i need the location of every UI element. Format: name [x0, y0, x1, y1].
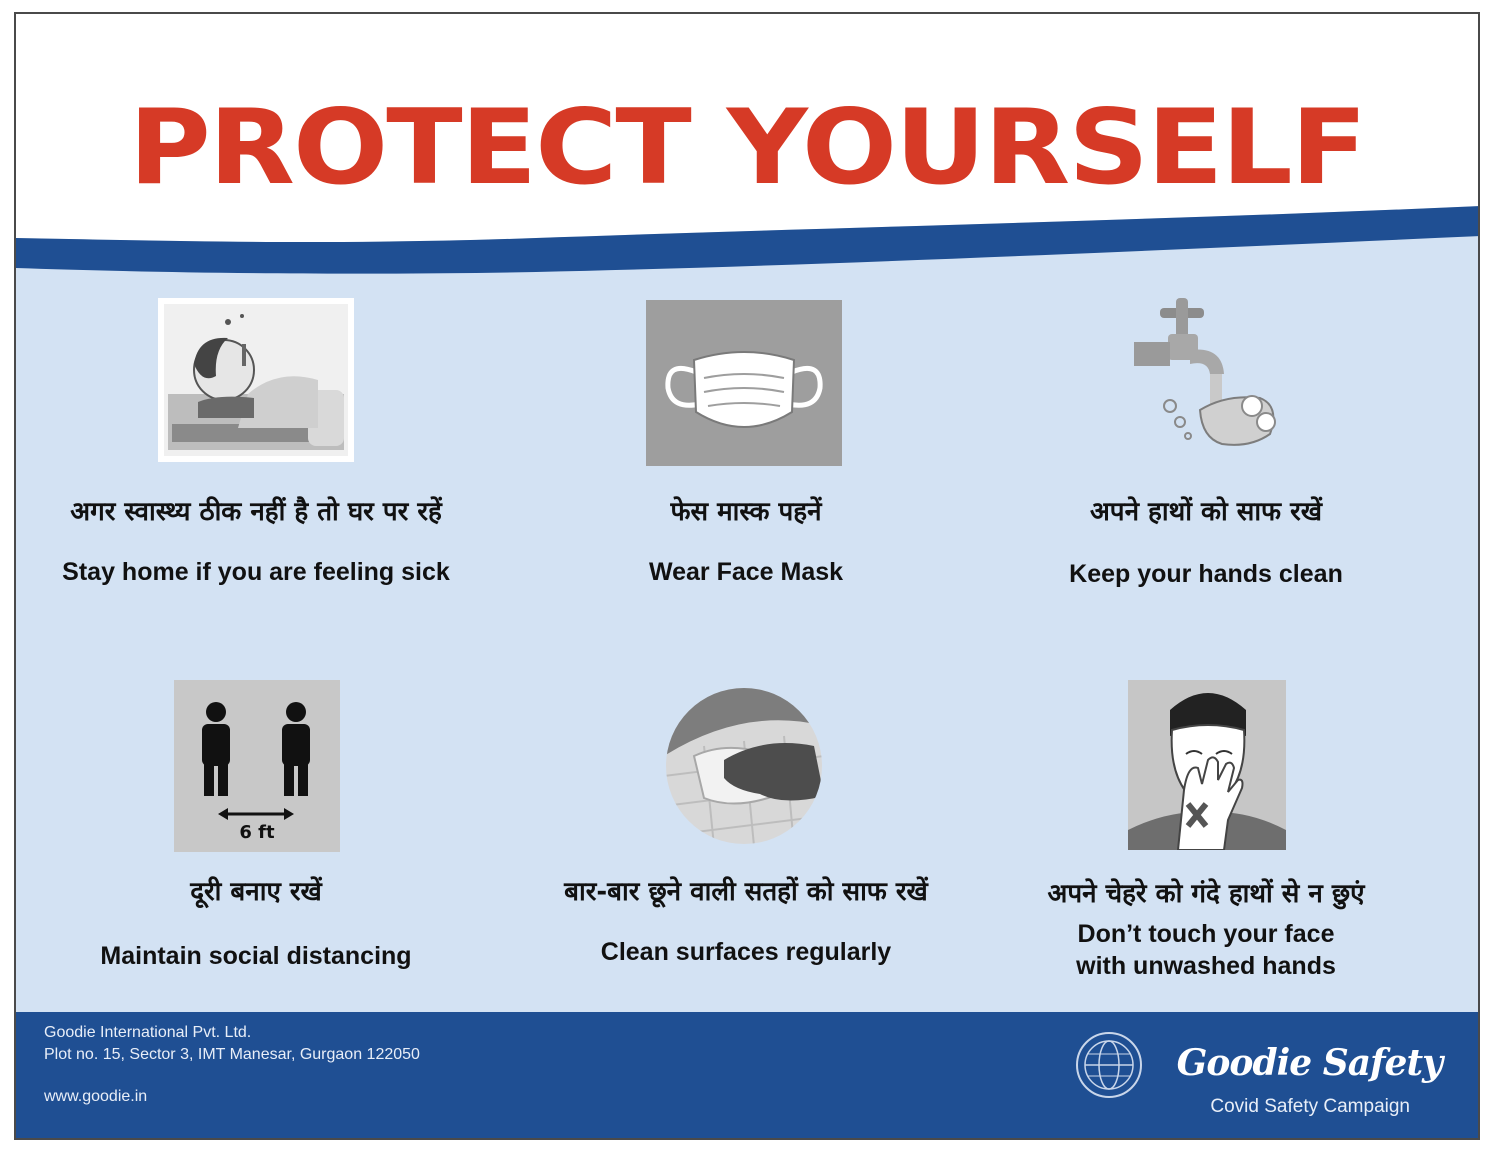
safety-poster: PROTECT YOURSELF अगर स्वास्थ्य ठीक नहीं …: [14, 12, 1480, 1140]
tile-hindi-label: अगर स्वास्थ्य ठीक नहीं है तो घर पर रहें: [70, 497, 442, 527]
tile-clean-hands: अपने हाथों को साफ रखें Keep your hands c…: [976, 294, 1436, 614]
tile-english-label: Maintain social distancing: [100, 942, 412, 970]
tile-hindi-label: बार-बार छूने वाली सतहों को साफ रखें: [564, 877, 928, 907]
hand-washing-icon: [1134, 298, 1276, 446]
tile-english-label: Clean surfaces regularly: [600, 938, 892, 966]
tile-hindi-label: फेस मास्क पहनें: [670, 497, 822, 527]
tile-english-label: Stay home if you are feeling sick: [62, 558, 450, 586]
person-right-icon: [282, 702, 310, 796]
tile-english-label: Wear Face Mask: [648, 558, 844, 586]
company-name: Goodie International Pvt. Ltd.: [44, 1024, 252, 1041]
poster-footer: Goodie International Pvt. Ltd. Plot no. …: [16, 1012, 1478, 1138]
tile-hindi-label: अपने हाथों को साफ रखें: [1089, 497, 1323, 527]
brand-name: Goodie Safety: [1176, 1042, 1443, 1084]
tile-english-label: Keep your hands clean: [1069, 560, 1343, 588]
company-info: Goodie International Pvt. Ltd. Plot no. …: [44, 1022, 420, 1066]
tile-social-distancing: 6 ft दूरी बनाए रखें Maintain social dist…: [26, 678, 486, 998]
company-address: Plot no. 15, Sector 3, IMT Manesar, Gurg…: [44, 1046, 420, 1063]
tile-face-mask: फेस मास्क पहनें Wear Face Mask: [516, 294, 976, 614]
poster-title: PROTECT YOURSELF: [128, 88, 1368, 208]
face-mask-icon: [646, 300, 842, 466]
tile-stay-home: अगर स्वास्थ्य ठीक नहीं है तो घर पर रहें …: [26, 294, 486, 614]
tile-hindi-label: दूरी बनाए रखें: [190, 877, 322, 907]
distance-label: 6 ft: [239, 822, 275, 843]
no-face-touch-icon: [1128, 680, 1286, 850]
header-wave: [16, 14, 1478, 274]
tile-no-face-touch: अपने चेहरे को गंदे हाथों से न छुएं Don’t…: [976, 678, 1436, 1008]
person-left-icon: [202, 702, 230, 796]
social-distance-icon: 6 ft: [174, 680, 340, 852]
surface-cleaning-icon: [666, 688, 822, 844]
sick-in-bed-icon: [158, 298, 354, 462]
website-link[interactable]: www.goodie.in: [44, 1088, 148, 1105]
tile-clean-surfaces: बार-बार छूने वाली सतहों को साफ रखें Clea…: [516, 678, 976, 998]
globe-logo-icon: [1076, 1032, 1142, 1098]
poster-header: PROTECT YOURSELF: [16, 14, 1478, 284]
tile-english-label: Don’t touch your face with unwashed hand…: [1076, 920, 1336, 980]
tile-hindi-label: अपने चेहरे को गंदे हाथों से न छुएं: [1047, 879, 1365, 909]
campaign-name: Covid Safety Campaign: [1210, 1096, 1410, 1117]
